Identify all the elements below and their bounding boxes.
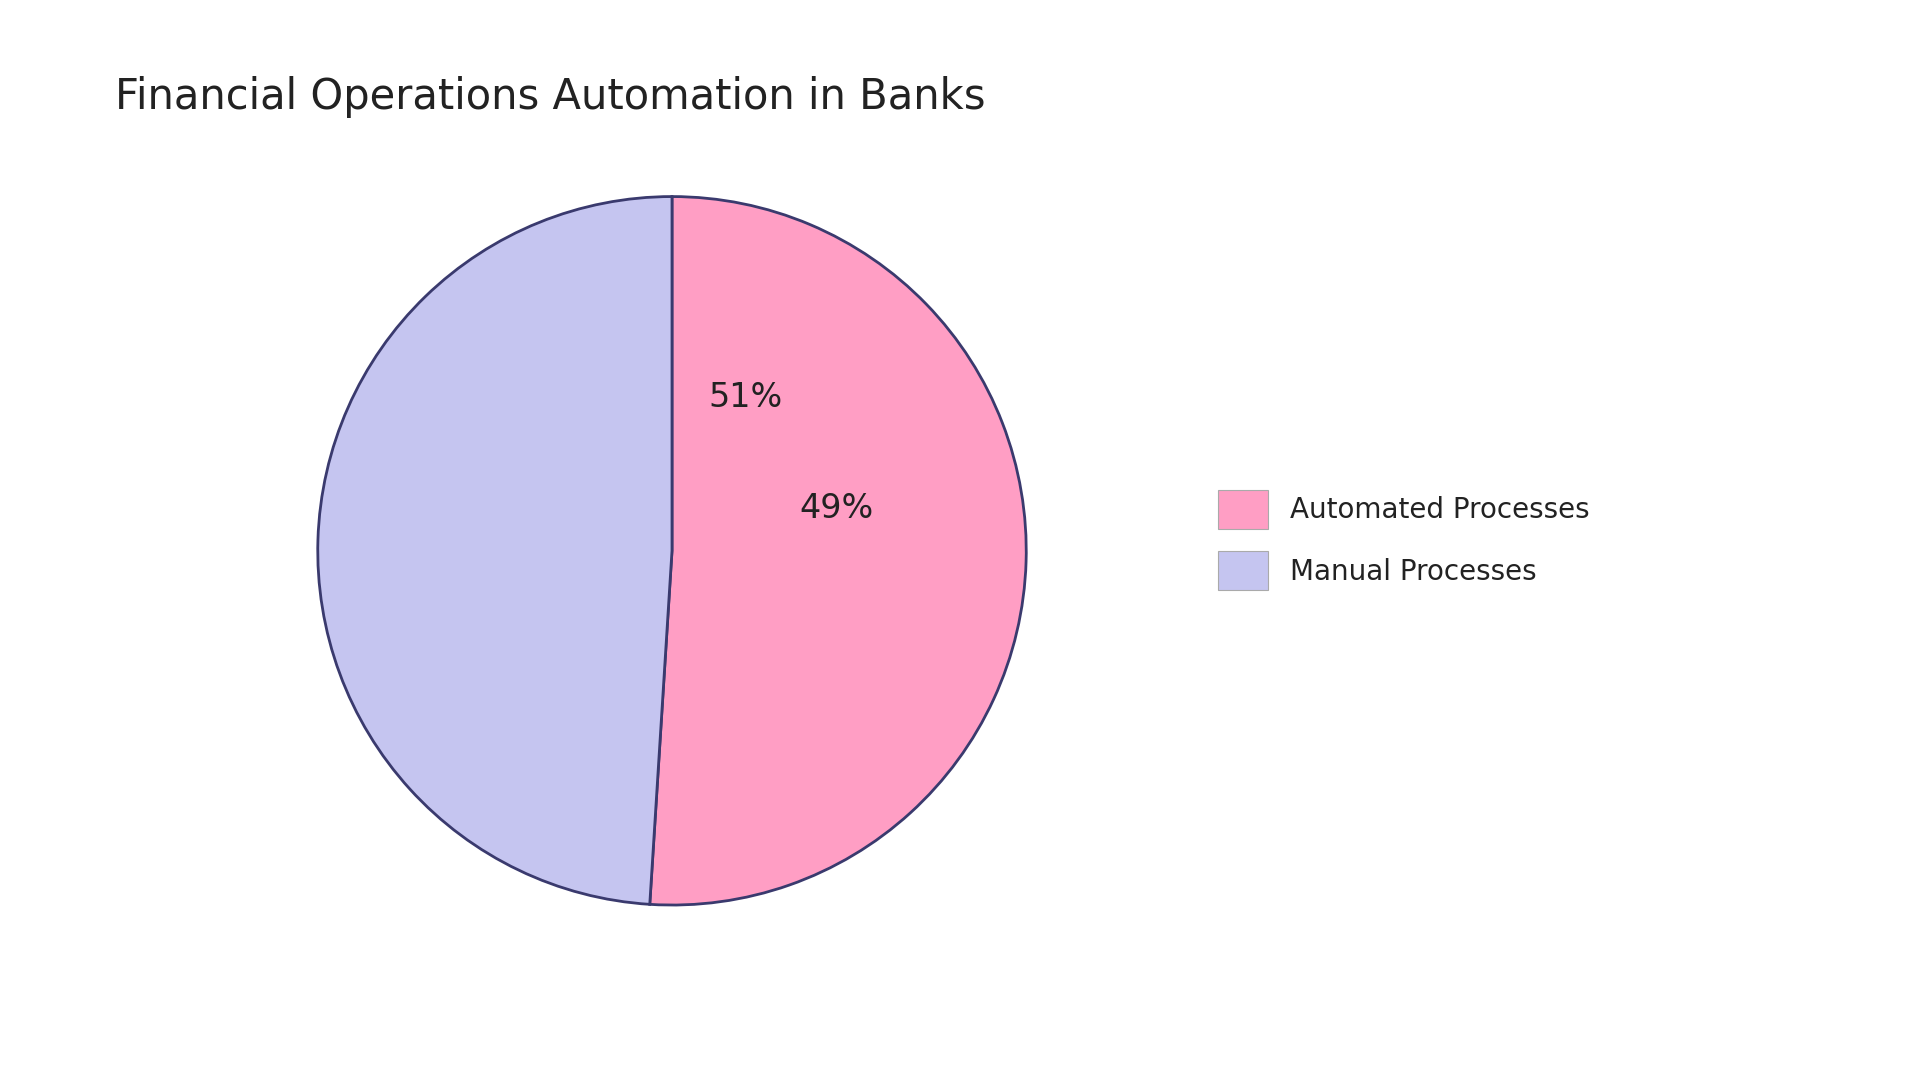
Text: Financial Operations Automation in Banks: Financial Operations Automation in Banks — [115, 76, 985, 118]
Text: 51%: 51% — [708, 381, 781, 414]
Wedge shape — [319, 197, 672, 904]
Text: 49%: 49% — [799, 491, 874, 525]
Wedge shape — [649, 197, 1025, 905]
Legend: Automated Processes, Manual Processes: Automated Processes, Manual Processes — [1204, 475, 1603, 605]
